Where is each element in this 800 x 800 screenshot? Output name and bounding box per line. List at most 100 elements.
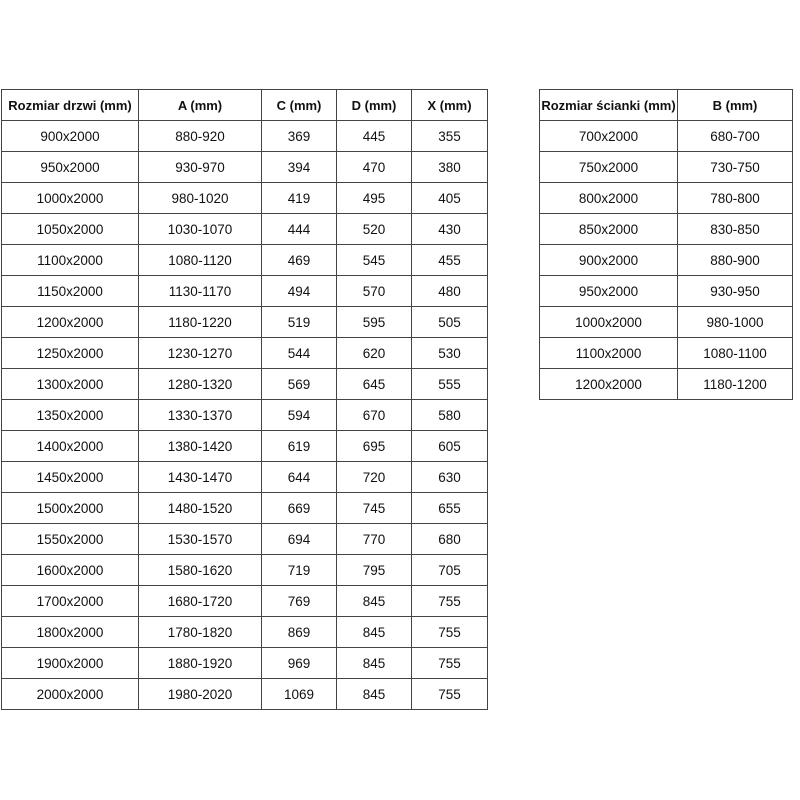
table-cell: 495 — [336, 182, 412, 214]
table-cell: 394 — [261, 151, 337, 183]
table-cell: 1450x2000 — [1, 461, 139, 493]
table-cell: 669 — [261, 492, 337, 524]
table-cell: 1500x2000 — [1, 492, 139, 524]
table-cell: 470 — [336, 151, 412, 183]
table-cell: 880-900 — [677, 244, 793, 276]
table-cell: 619 — [261, 430, 337, 462]
table-cell: 620 — [336, 337, 412, 369]
table-cell: 1050x2000 — [1, 213, 139, 245]
table-cell: 845 — [336, 585, 412, 617]
table-cell: 900x2000 — [1, 120, 139, 152]
header-row: Rozmiar drzwi (mm) A (mm) C (mm) D (mm) … — [1, 89, 488, 121]
table-row: 1550x2000 1530-1570 694 770 680 — [1, 523, 488, 555]
table-row: 1400x2000 1380-1420 619 695 605 — [1, 430, 488, 462]
table-cell: 1180-1200 — [677, 368, 793, 400]
table-row: 1200x2000 1180-1200 — [539, 368, 793, 400]
table-cell: 1480-1520 — [138, 492, 262, 524]
table-cell: 380 — [411, 151, 488, 183]
table-row: 1900x2000 1880-1920 969 845 755 — [1, 647, 488, 679]
table-row: 1150x2000 1130-1170 494 570 480 — [1, 275, 488, 307]
table-cell: 1000x2000 — [539, 306, 678, 338]
table-cell: 569 — [261, 368, 337, 400]
table-cell: 430 — [411, 213, 488, 245]
table-cell: 545 — [336, 244, 412, 276]
table-cell: 1400x2000 — [1, 430, 139, 462]
table-cell: 1180-1220 — [138, 306, 262, 338]
table-cell: 1980-2020 — [138, 678, 262, 710]
table-cell: 1350x2000 — [1, 399, 139, 431]
table-cell: 755 — [411, 647, 488, 679]
table-cell: 969 — [261, 647, 337, 679]
table-row: 1800x2000 1780-1820 869 845 755 — [1, 616, 488, 648]
table-cell: 1380-1420 — [138, 430, 262, 462]
table-cell: 1200x2000 — [1, 306, 139, 338]
table-cell: 1000x2000 — [1, 182, 139, 214]
table-cell: 1680-1720 — [138, 585, 262, 617]
header-door-size: Rozmiar drzwi (mm) — [1, 89, 139, 121]
table-cell: 469 — [261, 244, 337, 276]
table-cell: 1700x2000 — [1, 585, 139, 617]
table-cell: 980-1020 — [138, 182, 262, 214]
table-cell: 644 — [261, 461, 337, 493]
table-row: 1050x2000 1030-1070 444 520 430 — [1, 213, 488, 245]
header-c: C (mm) — [261, 89, 337, 121]
table-cell: 1280-1320 — [138, 368, 262, 400]
table-cell: 519 — [261, 306, 337, 338]
table-cell: 1069 — [261, 678, 337, 710]
table-row: 900x2000 880-900 — [539, 244, 793, 276]
table-cell: 1580-1620 — [138, 554, 262, 586]
table-row: 1100x2000 1080-1120 469 545 455 — [1, 244, 488, 276]
table-cell: 950x2000 — [1, 151, 139, 183]
header-row: Rozmiar ścianki (mm) B (mm) — [539, 89, 793, 121]
table-row: 1450x2000 1430-1470 644 720 630 — [1, 461, 488, 493]
table-cell: 419 — [261, 182, 337, 214]
table-cell: 570 — [336, 275, 412, 307]
table-cell: 670 — [336, 399, 412, 431]
table-cell: 1130-1170 — [138, 275, 262, 307]
table-cell: 655 — [411, 492, 488, 524]
table-cell: 850x2000 — [539, 213, 678, 245]
table-row: 950x2000 930-970 394 470 380 — [1, 151, 488, 183]
table-cell: 530 — [411, 337, 488, 369]
table-cell: 755 — [411, 585, 488, 617]
wall-size-table: Rozmiar ścianki (mm) B (mm) 700x2000 680-… — [539, 89, 793, 400]
table-cell: 695 — [336, 430, 412, 462]
table-cell: 1600x2000 — [1, 554, 139, 586]
table-cell: 795 — [336, 554, 412, 586]
table-cell: 1430-1470 — [138, 461, 262, 493]
table-cell: 494 — [261, 275, 337, 307]
table-cell: 800x2000 — [539, 182, 678, 214]
table-cell: 755 — [411, 678, 488, 710]
door-size-table: Rozmiar drzwi (mm) A (mm) C (mm) D (mm) … — [1, 89, 488, 710]
table-row: 800x2000 780-800 — [539, 182, 793, 214]
table-cell: 719 — [261, 554, 337, 586]
table-row: 1500x2000 1480-1520 669 745 655 — [1, 492, 488, 524]
table-row: 1600x2000 1580-1620 719 795 705 — [1, 554, 488, 586]
table-row: 1700x2000 1680-1720 769 845 755 — [1, 585, 488, 617]
header-a: A (mm) — [138, 89, 262, 121]
table-cell: 1780-1820 — [138, 616, 262, 648]
table-row: 850x2000 830-850 — [539, 213, 793, 245]
header-wall-size: Rozmiar ścianki (mm) — [539, 89, 678, 121]
table-cell: 1080-1120 — [138, 244, 262, 276]
table-cell: 1080-1100 — [677, 337, 793, 369]
table-cell: 1900x2000 — [1, 647, 139, 679]
table-cell: 700x2000 — [539, 120, 678, 152]
table-cell: 694 — [261, 523, 337, 555]
table-row: 900x2000 880-920 369 445 355 — [1, 120, 488, 152]
table-row: 1200x2000 1180-1220 519 595 505 — [1, 306, 488, 338]
table-cell: 1330-1370 — [138, 399, 262, 431]
table-cell: 900x2000 — [539, 244, 678, 276]
table-cell: 1030-1070 — [138, 213, 262, 245]
table-cell: 769 — [261, 585, 337, 617]
table-cell: 605 — [411, 430, 488, 462]
table-cell: 930-970 — [138, 151, 262, 183]
table-cell: 680 — [411, 523, 488, 555]
table-cell: 544 — [261, 337, 337, 369]
table-cell: 1530-1570 — [138, 523, 262, 555]
table-cell: 680-700 — [677, 120, 793, 152]
table-cell: 445 — [336, 120, 412, 152]
table-cell: 1150x2000 — [1, 275, 139, 307]
table-cell: 630 — [411, 461, 488, 493]
table-cell: 705 — [411, 554, 488, 586]
